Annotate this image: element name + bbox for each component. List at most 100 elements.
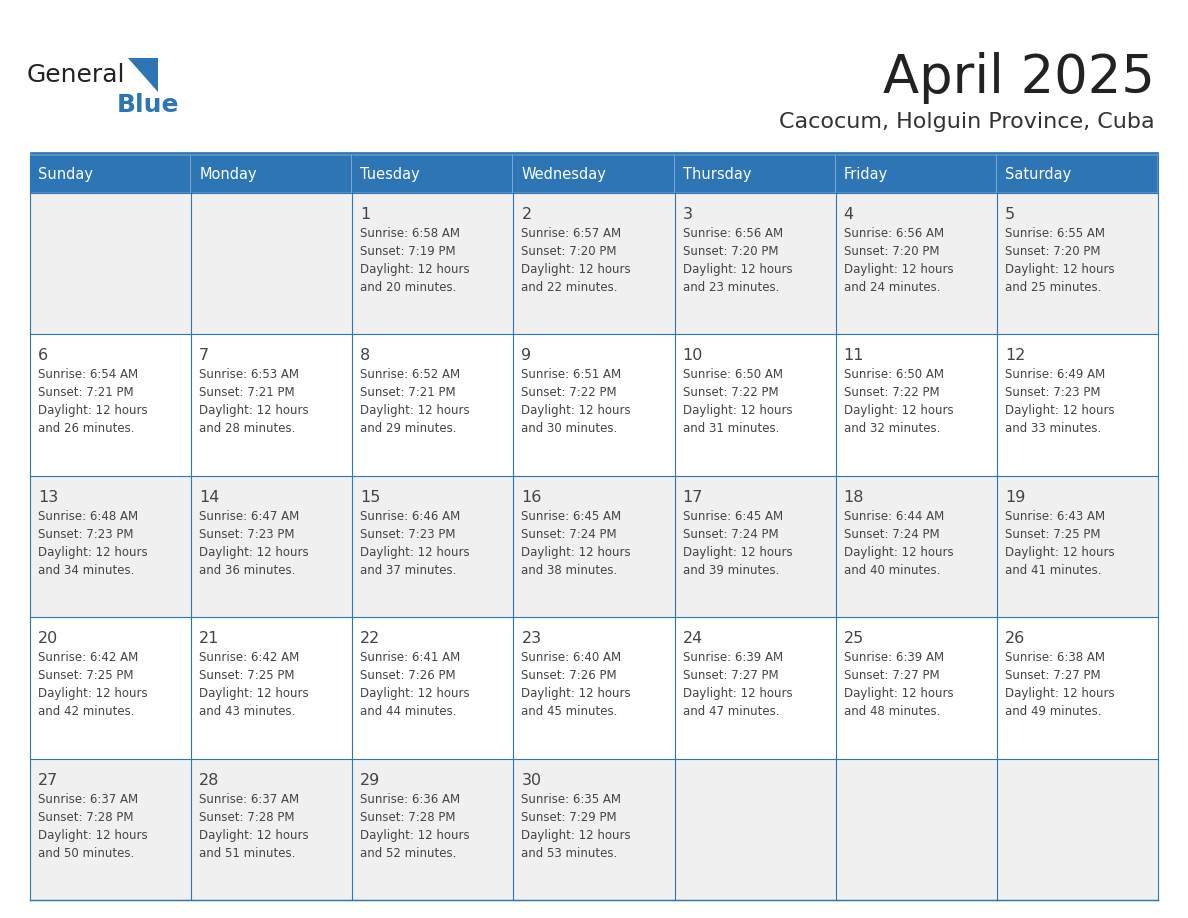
Bar bbox=[30, 758, 191, 900]
Text: and 28 minutes.: and 28 minutes. bbox=[200, 422, 296, 435]
Text: Blue: Blue bbox=[116, 93, 179, 117]
Text: Sunset: 7:23 PM: Sunset: 7:23 PM bbox=[200, 528, 295, 541]
Bar bbox=[675, 193, 835, 334]
Text: 27: 27 bbox=[38, 773, 58, 788]
Bar bbox=[191, 193, 353, 334]
Text: Daylight: 12 hours: Daylight: 12 hours bbox=[200, 546, 309, 559]
Bar bbox=[191, 334, 353, 476]
Text: Daylight: 12 hours: Daylight: 12 hours bbox=[683, 405, 792, 418]
Text: and 26 minutes.: and 26 minutes. bbox=[38, 422, 134, 435]
Text: Daylight: 12 hours: Daylight: 12 hours bbox=[683, 688, 792, 700]
Bar bbox=[191, 758, 353, 900]
Text: 24: 24 bbox=[683, 632, 703, 646]
Bar bbox=[30, 152, 1158, 155]
Text: and 40 minutes.: and 40 minutes. bbox=[843, 564, 940, 577]
Text: Sunset: 7:23 PM: Sunset: 7:23 PM bbox=[38, 528, 133, 541]
Text: Daylight: 12 hours: Daylight: 12 hours bbox=[38, 405, 147, 418]
Text: Sunset: 7:21 PM: Sunset: 7:21 PM bbox=[360, 386, 456, 399]
Bar bbox=[513, 334, 675, 476]
Text: and 33 minutes.: and 33 minutes. bbox=[1005, 422, 1101, 435]
Text: and 44 minutes.: and 44 minutes. bbox=[360, 705, 456, 718]
Text: Sunrise: 6:41 AM: Sunrise: 6:41 AM bbox=[360, 651, 461, 665]
Text: Daylight: 12 hours: Daylight: 12 hours bbox=[843, 405, 953, 418]
Bar bbox=[835, 334, 997, 476]
Text: Daylight: 12 hours: Daylight: 12 hours bbox=[360, 688, 470, 700]
Text: Cacocum, Holguin Province, Cuba: Cacocum, Holguin Province, Cuba bbox=[779, 112, 1155, 132]
Text: Sunset: 7:20 PM: Sunset: 7:20 PM bbox=[522, 245, 617, 258]
Text: 29: 29 bbox=[360, 773, 380, 788]
Text: and 31 minutes.: and 31 minutes. bbox=[683, 422, 779, 435]
Bar bbox=[997, 193, 1158, 334]
Text: Sunset: 7:24 PM: Sunset: 7:24 PM bbox=[522, 528, 617, 541]
Text: and 52 minutes.: and 52 minutes. bbox=[360, 846, 456, 859]
Text: 16: 16 bbox=[522, 490, 542, 505]
Text: and 20 minutes.: and 20 minutes. bbox=[360, 281, 456, 294]
Text: Sunset: 7:21 PM: Sunset: 7:21 PM bbox=[200, 386, 295, 399]
Text: 10: 10 bbox=[683, 349, 703, 364]
Text: Sunrise: 6:57 AM: Sunrise: 6:57 AM bbox=[522, 227, 621, 240]
Text: Sunrise: 6:54 AM: Sunrise: 6:54 AM bbox=[38, 368, 138, 381]
Text: and 23 minutes.: and 23 minutes. bbox=[683, 281, 779, 294]
Text: and 24 minutes.: and 24 minutes. bbox=[843, 281, 940, 294]
Text: Sunrise: 6:56 AM: Sunrise: 6:56 AM bbox=[683, 227, 783, 240]
Text: Sunset: 7:28 PM: Sunset: 7:28 PM bbox=[200, 811, 295, 823]
Text: Sunrise: 6:50 AM: Sunrise: 6:50 AM bbox=[683, 368, 783, 381]
Text: Sunrise: 6:47 AM: Sunrise: 6:47 AM bbox=[200, 509, 299, 522]
Text: Sunrise: 6:38 AM: Sunrise: 6:38 AM bbox=[1005, 651, 1105, 665]
Bar bbox=[191, 155, 353, 193]
Text: and 45 minutes.: and 45 minutes. bbox=[522, 705, 618, 718]
Bar bbox=[835, 193, 997, 334]
Bar bbox=[513, 155, 675, 193]
Text: Daylight: 12 hours: Daylight: 12 hours bbox=[360, 405, 470, 418]
Text: Daylight: 12 hours: Daylight: 12 hours bbox=[522, 546, 631, 559]
Text: 7: 7 bbox=[200, 349, 209, 364]
Text: Sunrise: 6:53 AM: Sunrise: 6:53 AM bbox=[200, 368, 299, 381]
Bar bbox=[353, 193, 513, 334]
Text: Sunrise: 6:45 AM: Sunrise: 6:45 AM bbox=[522, 509, 621, 522]
Text: Sunrise: 6:58 AM: Sunrise: 6:58 AM bbox=[360, 227, 460, 240]
Text: 5: 5 bbox=[1005, 207, 1015, 222]
Text: Daylight: 12 hours: Daylight: 12 hours bbox=[522, 688, 631, 700]
Text: Daylight: 12 hours: Daylight: 12 hours bbox=[522, 829, 631, 842]
Bar bbox=[30, 193, 191, 334]
Text: and 22 minutes.: and 22 minutes. bbox=[522, 281, 618, 294]
Text: Sunrise: 6:49 AM: Sunrise: 6:49 AM bbox=[1005, 368, 1105, 381]
Text: and 38 minutes.: and 38 minutes. bbox=[522, 564, 618, 577]
Text: Sunset: 7:27 PM: Sunset: 7:27 PM bbox=[683, 669, 778, 682]
Text: Daylight: 12 hours: Daylight: 12 hours bbox=[843, 688, 953, 700]
Text: 26: 26 bbox=[1005, 632, 1025, 646]
Bar bbox=[353, 758, 513, 900]
Text: Daylight: 12 hours: Daylight: 12 hours bbox=[1005, 546, 1114, 559]
Text: Sunset: 7:28 PM: Sunset: 7:28 PM bbox=[360, 811, 456, 823]
Text: Sunday: Sunday bbox=[38, 166, 93, 182]
Text: 23: 23 bbox=[522, 632, 542, 646]
Bar bbox=[30, 617, 191, 758]
Text: 8: 8 bbox=[360, 349, 371, 364]
Text: Daylight: 12 hours: Daylight: 12 hours bbox=[200, 688, 309, 700]
Bar bbox=[30, 334, 191, 476]
Text: Daylight: 12 hours: Daylight: 12 hours bbox=[38, 688, 147, 700]
Text: Daylight: 12 hours: Daylight: 12 hours bbox=[38, 546, 147, 559]
Bar bbox=[997, 758, 1158, 900]
Text: 18: 18 bbox=[843, 490, 864, 505]
Text: and 43 minutes.: and 43 minutes. bbox=[200, 705, 296, 718]
Text: Daylight: 12 hours: Daylight: 12 hours bbox=[522, 405, 631, 418]
Text: Sunset: 7:20 PM: Sunset: 7:20 PM bbox=[1005, 245, 1100, 258]
Bar bbox=[353, 155, 513, 193]
Text: Sunrise: 6:42 AM: Sunrise: 6:42 AM bbox=[200, 651, 299, 665]
Text: 15: 15 bbox=[360, 490, 380, 505]
Text: and 48 minutes.: and 48 minutes. bbox=[843, 705, 940, 718]
Text: Monday: Monday bbox=[200, 166, 257, 182]
Bar bbox=[835, 476, 997, 617]
Bar bbox=[30, 476, 191, 617]
Text: Daylight: 12 hours: Daylight: 12 hours bbox=[360, 546, 470, 559]
Text: Sunrise: 6:44 AM: Sunrise: 6:44 AM bbox=[843, 509, 944, 522]
Text: Sunset: 7:24 PM: Sunset: 7:24 PM bbox=[683, 528, 778, 541]
Text: and 34 minutes.: and 34 minutes. bbox=[38, 564, 134, 577]
Text: Sunset: 7:25 PM: Sunset: 7:25 PM bbox=[1005, 528, 1100, 541]
Text: 28: 28 bbox=[200, 773, 220, 788]
Text: Daylight: 12 hours: Daylight: 12 hours bbox=[843, 546, 953, 559]
Text: 12: 12 bbox=[1005, 349, 1025, 364]
Text: Daylight: 12 hours: Daylight: 12 hours bbox=[843, 263, 953, 276]
Text: and 53 minutes.: and 53 minutes. bbox=[522, 846, 618, 859]
